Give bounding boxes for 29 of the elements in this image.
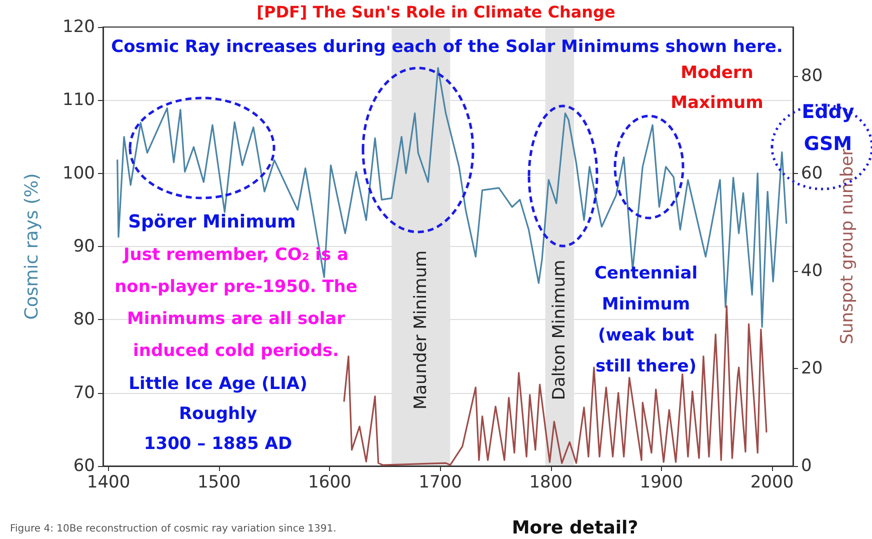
caption: Figure 4: 10Be reconstruction of cosmic ray variation since 1391. xyxy=(10,524,336,534)
x-tick-label: 1600 xyxy=(308,472,352,492)
y2-axis-title: Sunspot group number xyxy=(838,148,858,344)
y2-tick-label: 0 xyxy=(801,456,812,476)
annotation: Little Ice Age (LIA) Roughly 1300 – 1885 AD xyxy=(128,374,308,454)
y-tick-label: 70 xyxy=(73,382,95,403)
x-tick-label: 1500 xyxy=(197,472,241,492)
x-tick-label: 2000 xyxy=(750,472,794,492)
annotation: Cosmic Ray increases during each of the Solar Minimums shown here. xyxy=(111,37,783,57)
y-tick-label: 80 xyxy=(73,310,95,330)
band-label: Maunder Minimum xyxy=(410,250,431,410)
annotation: Spörer Minimum xyxy=(128,212,296,232)
x-tick-label: 1700 xyxy=(418,472,462,492)
annotation: Centennial Minimum (weak but still there) xyxy=(594,264,698,376)
y2-tick-label: 40 xyxy=(801,260,823,281)
chart-title: [PDF] The Sun's Role in Climate Change xyxy=(256,2,616,22)
y2-tick-label: 60 xyxy=(801,163,823,184)
y-tick-label: 120 xyxy=(62,17,95,37)
y2-tick-label: 20 xyxy=(801,358,823,378)
y-tick-label: 90 xyxy=(73,236,95,256)
x-tick-label: 1900 xyxy=(640,472,684,492)
band-label: Dalton Minimum xyxy=(550,260,570,400)
y-tick-label: 100 xyxy=(62,163,95,184)
y-axis-title: Cosmic rays (%) xyxy=(22,173,42,320)
annotation: Modern Maximum xyxy=(670,63,764,113)
y-tick-label: 110 xyxy=(62,90,95,110)
text: More detail? xyxy=(512,518,638,538)
x-tick-label: 1800 xyxy=(529,472,572,492)
y2-tick-label: 80 xyxy=(801,66,823,86)
